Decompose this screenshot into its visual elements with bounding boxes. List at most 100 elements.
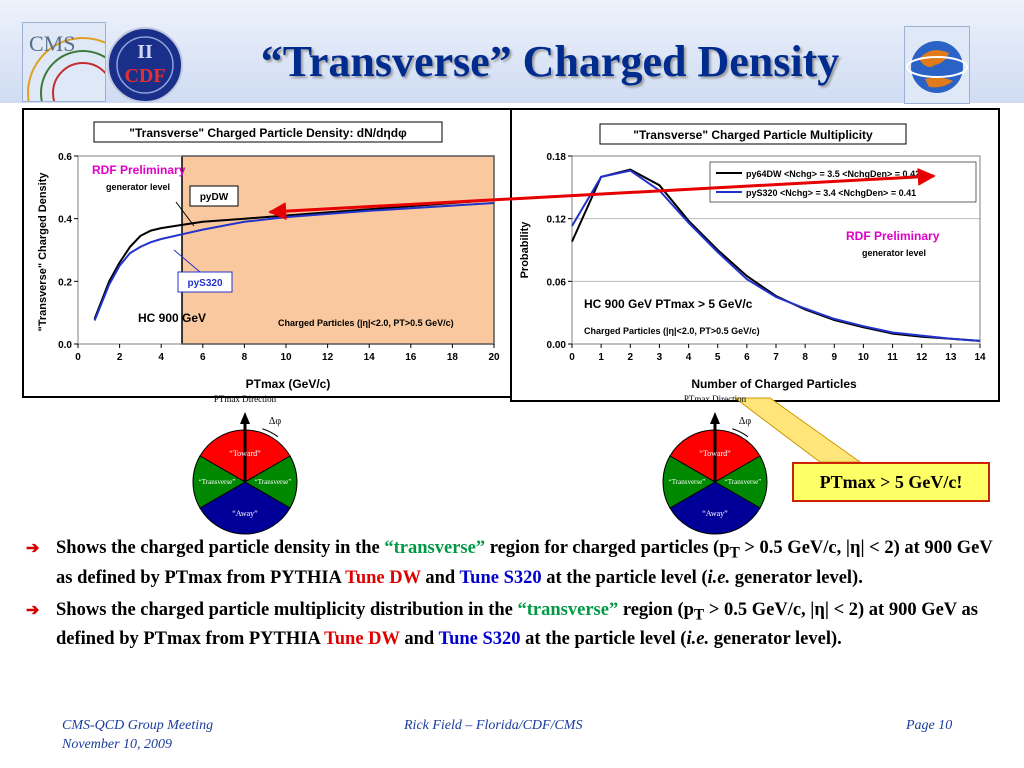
density-cuts-label: Charged Particles (|η|<2.0, PT>0.5 GeV/c… (278, 318, 454, 328)
x-tick-label: 7 (773, 352, 779, 363)
x-tick-label: 18 (447, 352, 459, 363)
globe-logo-graphic (906, 41, 968, 93)
cdf-logo-graphic: II CDF (107, 27, 183, 103)
pydw-label: pyDW (200, 192, 229, 203)
legend-label-dw: py64DW <Nchg> = 3.5 <NchgDen> = 0.42 (746, 169, 920, 179)
x-tick-label: 1 (598, 352, 604, 363)
bullet-item-multiplicity: ➔ Shows the charged particle multiplicit… (24, 598, 994, 652)
multiplicity-chart-title-box (599, 123, 907, 145)
density-chart: 0.0 0.2 0.4 0.6 0 2 4 6 8 10 12 14 16 18 20 "Transvers… (37, 121, 500, 391)
transverse-label-left: “Transverse” (199, 478, 236, 486)
x-tick-label: 9 (832, 352, 838, 363)
arrow-up-icon (240, 412, 250, 424)
x-tick-label: 20 (488, 352, 500, 363)
x-tick-label: 6 (200, 352, 206, 363)
x-tick-label: 10 (280, 352, 292, 363)
cms-logo: CMS (22, 22, 106, 102)
y-tick-label: 0.18 (547, 152, 567, 163)
bullet-text: Shows the charged particle density in th… (56, 538, 385, 558)
bullet-text: at the particle level ( (541, 567, 708, 588)
away-region (199, 481, 291, 535)
globe-logo (904, 26, 970, 104)
pydw-label-box (189, 185, 239, 207)
toward-region (669, 429, 761, 483)
footer-date: November 10, 2009 (62, 737, 173, 752)
multiplicity-chart-title: "Transverse" Charged Particle Multiplici… (633, 128, 873, 142)
toward-label: “Toward” (699, 449, 731, 458)
bullet-text: region (p (618, 599, 694, 620)
away-label: “Away” (232, 509, 258, 518)
tune-s320-label: Tune S320 (438, 629, 521, 650)
density-chart-xlabel: PTmax (GeV/c) (246, 377, 331, 391)
multiplicity-chart-ylabel: Probability (519, 221, 531, 279)
x-tick-label: 3 (657, 352, 663, 363)
cdf-logo-text: CDF (124, 65, 165, 87)
multiplicity-chart: 0.000.060.120.180 1 2 3 4 5 6 7 8 9 10 11 12 13 14 "Tr… (519, 123, 986, 391)
bullet-highlight: “transverse” (384, 538, 486, 558)
density-generator-label: generator level (106, 182, 170, 192)
x-tick-label: 8 (802, 352, 808, 363)
bullet-text: generator level). (709, 629, 842, 650)
toward-label: “Toward” (229, 449, 261, 458)
footer-author: Rick Field – Florida/CDF/CMS (404, 718, 583, 733)
multiplicity-chart-panel: 0.00 0.06 0.12 0.18 0 1 2 3 4 5 6 7 8 9 10 11 12 13 14 "Tr… (510, 108, 1000, 402)
away-region (669, 481, 761, 535)
cms-logo-graphic: CMS (27, 31, 105, 101)
x-tick-label: 6 (744, 352, 750, 363)
bullet-text: > 0.5 GeV/c, |η| < 2) at 900 GeV as defi… (56, 599, 978, 650)
x-tick-label: 12 (322, 352, 334, 363)
x-tick-label: 4 (686, 352, 692, 363)
bullet-highlight: “transverse” (517, 599, 619, 620)
y-tick-label: 0.2 (58, 277, 72, 288)
delta-phi-arc (262, 428, 279, 438)
y-tick-label: 0.0 (58, 340, 72, 351)
x-tick-label: 11 (887, 352, 898, 363)
density-rdf-label: RDF Preliminary (92, 163, 186, 177)
x-tick-label: 2 (628, 352, 634, 363)
pydw-pointer (175, 201, 195, 227)
delta-phi-label: Δφ (269, 416, 281, 427)
y-tick-label: 0.06 (547, 277, 567, 288)
bullet-text: and (420, 567, 460, 588)
x-tick-label: 5 (715, 352, 721, 363)
bullet-text: generator level). (730, 567, 863, 588)
transverse-label-right: “Transverse” (725, 478, 762, 486)
tune-dw-label: Tune DW (345, 567, 421, 588)
shaded-region (181, 155, 495, 345)
footer-page: Page 10 (906, 718, 953, 733)
tune-s320-label: Tune S320 (459, 567, 542, 588)
y-tick-label: 0.6 (58, 152, 72, 163)
cdf-logo-numeral: II (137, 41, 153, 63)
x-tick-label: 0 (75, 352, 81, 363)
x-tick-label: 0 (569, 352, 575, 363)
transverse-region-right (244, 455, 298, 509)
x-tick-label: 8 (242, 352, 248, 363)
away-label: “Away” (702, 509, 728, 518)
ptmax-callout: PTmax > 5 GeV/c! (792, 462, 990, 502)
y-tick-label: 0.12 (547, 215, 567, 226)
footer-meeting: CMS-QCD Group Meeting (62, 718, 214, 733)
bullet-text: region for charged particles (p (485, 538, 730, 558)
pys320-label: pyS320 (187, 278, 222, 289)
density-chart-ylabel: "Transverse" Charged Density (37, 172, 49, 332)
cms-logo-text: CMS (29, 31, 75, 56)
delta-phi-label: Δφ (739, 416, 751, 427)
arrow-bullet-icon: ➔ (26, 601, 40, 619)
density-hc-label: HC 900 GeV (138, 311, 206, 325)
x-tick-label: 14 (974, 352, 986, 363)
x-tick-label: 14 (364, 352, 376, 363)
cdf-logo: II CDF (106, 26, 184, 104)
toward-region (199, 429, 291, 483)
callout-pointer (733, 397, 862, 463)
bullet-italic: i.e. (686, 629, 710, 650)
arrow-bullet-icon: ➔ (26, 540, 40, 557)
x-tick-label: 16 (405, 352, 417, 363)
transverse-region-right (714, 455, 768, 509)
bullet-text: > 0.5 GeV/c, |η| < 2) at 900 GeV as defi… (56, 538, 993, 588)
bullet-italic: i.e. (707, 567, 731, 588)
x-tick-label: 10 (858, 352, 870, 363)
bullet-subscript: T (693, 606, 705, 624)
x-tick-label: 2 (117, 352, 123, 363)
bullet-text: Shows the charged particle multiplicity … (56, 599, 518, 620)
